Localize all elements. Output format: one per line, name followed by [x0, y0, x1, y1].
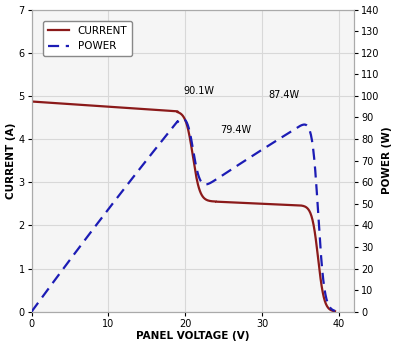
POWER [180, 117, 185, 121]
POWER [237, 162, 242, 166]
POWER [29, 310, 34, 314]
POWER [245, 157, 250, 161]
CURRENT [244, 201, 248, 205]
CURRENT [308, 210, 312, 214]
Line: CURRENT: CURRENT [31, 102, 335, 311]
CURRENT [318, 272, 322, 277]
CURRENT [31, 100, 36, 104]
CURRENT [333, 309, 338, 313]
POWER [31, 307, 36, 311]
CURRENT [236, 201, 240, 205]
Text: 90.1W: 90.1W [183, 86, 215, 96]
Y-axis label: CURRENT (A): CURRENT (A) [6, 122, 16, 199]
Line: POWER: POWER [31, 119, 335, 312]
CURRENT [237, 201, 242, 205]
Legend: CURRENT, POWER: CURRENT, POWER [43, 21, 133, 57]
POWER [308, 131, 313, 135]
CURRENT [29, 100, 34, 104]
Text: 87.4W: 87.4W [268, 90, 299, 100]
POWER [318, 247, 323, 252]
Y-axis label: POWER (W): POWER (W) [382, 127, 392, 194]
X-axis label: PANEL VOLTAGE (V): PANEL VOLTAGE (V) [136, 331, 250, 341]
Text: 79.4W: 79.4W [220, 125, 251, 135]
POWER [333, 309, 338, 313]
POWER [238, 161, 243, 166]
